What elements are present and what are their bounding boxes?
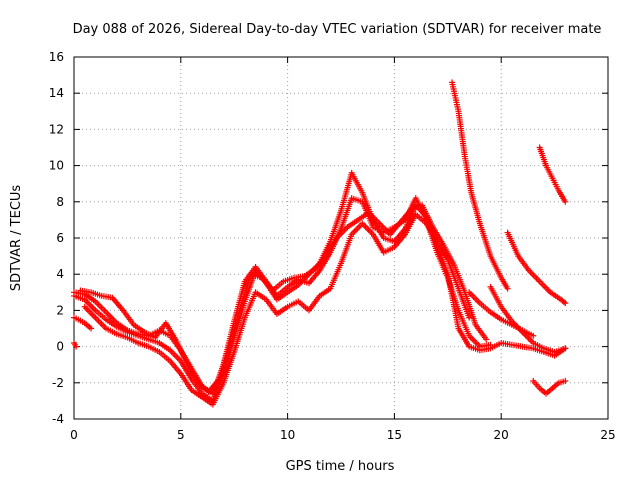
y-tick-label: -2 bbox=[52, 376, 64, 390]
y-tick-label: 12 bbox=[49, 122, 64, 136]
series-track-3 bbox=[81, 211, 473, 408]
chart-title: Day 088 of 2026, Sidereal Day-to-day VTE… bbox=[73, 22, 602, 37]
x-tick-labels: 0 5 10 15 20 25 bbox=[70, 428, 615, 442]
y-axis-label: SDTVAR / TECUs bbox=[9, 185, 24, 292]
grid-lines bbox=[74, 57, 608, 419]
y-tick-label: -4 bbox=[52, 412, 64, 426]
series-track-7 bbox=[504, 229, 569, 307]
y-tick-label: 10 bbox=[49, 159, 64, 173]
x-tick-label: 5 bbox=[177, 428, 185, 442]
series-track-5 bbox=[449, 79, 511, 292]
y-tick-label: 14 bbox=[49, 86, 64, 100]
series-track-10 bbox=[530, 377, 569, 397]
x-tick-label: 20 bbox=[494, 428, 509, 442]
data-point-marker bbox=[73, 343, 80, 350]
y-tick-labels: -4 -2 0 2 4 6 8 10 12 14 16 bbox=[49, 50, 64, 426]
data-series bbox=[71, 79, 569, 408]
data-point-marker bbox=[487, 341, 494, 348]
x-tick-label: 25 bbox=[600, 428, 615, 442]
data-point-marker bbox=[466, 314, 473, 321]
data-point-marker bbox=[88, 325, 95, 332]
data-point-marker bbox=[562, 198, 569, 205]
series-track-1 bbox=[71, 169, 569, 404]
series-track-8 bbox=[466, 289, 537, 339]
series-track-4 bbox=[77, 202, 490, 395]
x-axis-label: GPS time / hours bbox=[286, 459, 395, 474]
y-tick-label: 2 bbox=[56, 303, 64, 317]
series-track-11 bbox=[71, 314, 95, 332]
data-point-marker bbox=[562, 345, 569, 352]
y-tick-label: 6 bbox=[56, 231, 64, 245]
x-tick-label: 15 bbox=[387, 428, 402, 442]
data-point-marker bbox=[483, 336, 490, 343]
data-point-marker bbox=[504, 285, 511, 292]
data-point-marker bbox=[562, 377, 569, 384]
y-tick-label: 16 bbox=[49, 50, 64, 64]
y-tick-label: 4 bbox=[56, 267, 64, 281]
y-tick-label: 8 bbox=[56, 195, 64, 209]
x-tick-label: 0 bbox=[70, 428, 78, 442]
x-tick-label: 10 bbox=[280, 428, 295, 442]
data-point-marker bbox=[562, 300, 569, 307]
axis-ticks bbox=[73, 56, 609, 420]
series-track-12 bbox=[71, 339, 80, 350]
data-point-marker bbox=[530, 332, 537, 339]
y-tick-label: 0 bbox=[56, 340, 64, 354]
series-track-9 bbox=[536, 144, 569, 205]
